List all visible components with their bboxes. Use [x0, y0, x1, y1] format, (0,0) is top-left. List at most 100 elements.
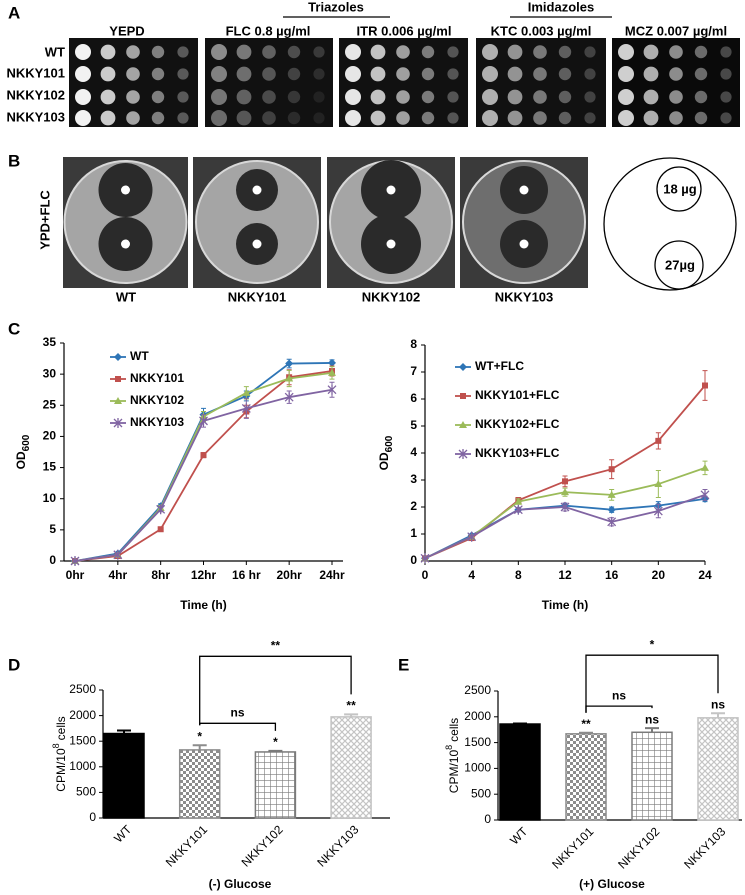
colony-spot [236, 110, 252, 126]
colony-spot [584, 91, 596, 103]
x-tick-label: 0 [422, 568, 429, 582]
disc [519, 185, 529, 195]
colony-spot [287, 67, 301, 81]
error-bar [579, 731, 593, 734]
x-tick-label: 0hr [66, 568, 85, 582]
y-axis-label-main: OD [377, 452, 391, 470]
disc [386, 239, 396, 249]
colony-spot [694, 45, 708, 59]
plate-diagram [603, 157, 737, 291]
marker [654, 480, 663, 488]
x-tick-label: 20 [652, 568, 666, 582]
colony-spot [126, 90, 140, 104]
panel-label: B [8, 151, 20, 170]
disc-label: 18 µg [663, 181, 697, 196]
colony-spot [482, 110, 498, 126]
colony-spot [211, 110, 227, 126]
x-tick-label: 4 [468, 568, 475, 582]
marker [285, 359, 294, 368]
colony-spot [100, 66, 116, 82]
colony-spot [100, 44, 116, 60]
marker [241, 403, 251, 414]
colony-spot [421, 45, 435, 59]
colony-spot [669, 90, 683, 104]
x-tick-label: 24hr [319, 568, 345, 582]
disc [252, 185, 262, 195]
colony-spot [236, 44, 252, 60]
marker [561, 488, 569, 496]
colony-spot [533, 111, 547, 125]
y-tick-label: 0 [49, 553, 56, 567]
colony-spot [396, 67, 410, 81]
disc [121, 239, 130, 249]
plate-label: NKKY103 [495, 289, 554, 304]
marker [115, 376, 121, 382]
y-tick-label: 35 [43, 335, 57, 349]
colony-spot [694, 111, 708, 125]
y-tick-label: 2000 [464, 709, 491, 723]
colony-spot [287, 90, 301, 104]
x-axis-label: (-) Glucose [209, 877, 272, 891]
colony-spot [584, 68, 596, 80]
legend-label: NKKY101+FLC [475, 388, 560, 402]
colony-spot [533, 67, 547, 81]
disc-diagram [654, 240, 704, 290]
plate-label: WT [116, 289, 136, 304]
colony-spot [584, 46, 596, 58]
y-tick-label: 10 [43, 491, 57, 505]
marker [514, 497, 523, 505]
colony-spot [447, 68, 459, 80]
y-tick-label: 500 [471, 786, 491, 800]
colony-spot [370, 66, 386, 82]
y-tick-label: 0 [410, 553, 417, 567]
colony-spot [370, 44, 386, 60]
panel-label: E [398, 655, 409, 674]
series-line [74, 362, 333, 562]
row-label: NKKY102 [6, 87, 65, 102]
marker [242, 388, 251, 396]
marker [113, 418, 123, 428]
y-axis-label: OD600 [377, 435, 394, 470]
bar [631, 731, 673, 821]
bar [103, 732, 145, 819]
colony-spot [482, 44, 498, 60]
significance-label: ns [711, 697, 725, 711]
y-axis-label: OD600 [14, 434, 31, 469]
panel-a-images [69, 38, 740, 127]
significance-label: * [273, 735, 278, 749]
disc-label: 27µg [665, 257, 695, 272]
x-tick-label: NKKY102 [239, 822, 286, 869]
error-bar [513, 722, 527, 725]
marker [607, 490, 616, 498]
disc [121, 185, 130, 195]
colony-spot [643, 89, 659, 105]
x-axis-label: Time (h) [542, 598, 588, 612]
y-axis-label-suffix: cells [54, 716, 68, 740]
x-axis-label: (+) Glucose [579, 877, 645, 891]
y-tick-label: 1000 [464, 761, 491, 775]
legend-label: WT [130, 349, 149, 363]
panel-label: C [8, 319, 20, 338]
x-tick-label: 12hr [191, 568, 217, 582]
colony-spot [262, 90, 276, 104]
colony-spot [643, 66, 659, 82]
column-header: MCZ 0.007 µg/ml [625, 23, 727, 38]
colony-spot [313, 68, 325, 80]
colony-spot [720, 68, 732, 80]
colony-spot [126, 45, 140, 59]
x-tick-label: 8 [515, 568, 522, 582]
x-tick-label: NKKY101 [549, 824, 596, 871]
colony-spot [482, 89, 498, 105]
marker [513, 504, 523, 515]
marker [467, 531, 477, 542]
colony-spot [370, 89, 386, 105]
colony-spot [396, 45, 410, 59]
colony-spot [313, 46, 325, 58]
colony-spot [396, 90, 410, 104]
colony-spot [151, 67, 165, 81]
plate-label: NKKY101 [228, 289, 287, 304]
y-tick-label: 7 [410, 364, 417, 378]
colony-spot [75, 66, 91, 82]
colony-spot [618, 66, 634, 82]
x-tick-label: WT [507, 824, 531, 848]
